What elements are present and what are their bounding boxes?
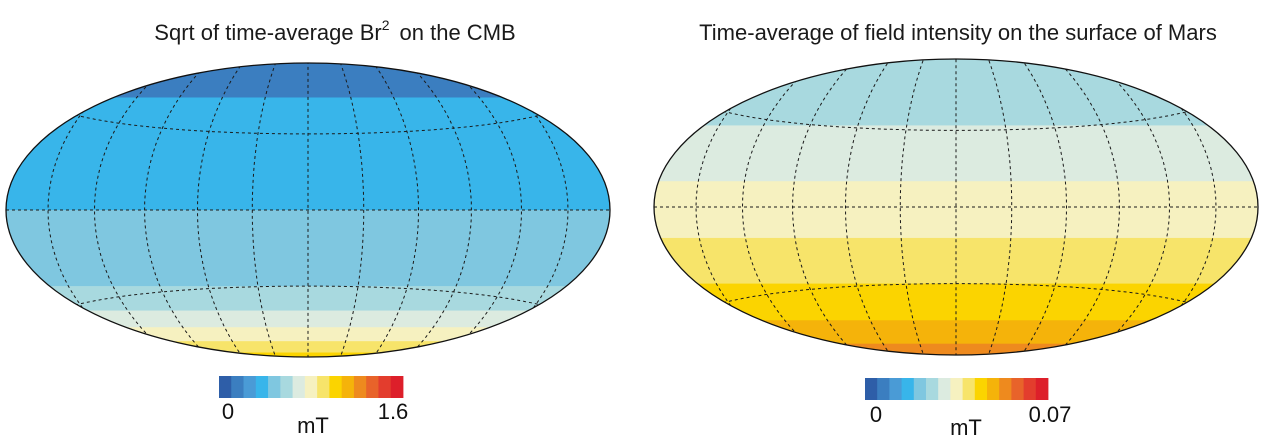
colorbar-swatch-7 <box>304 376 318 398</box>
colorbar-swatch-8 <box>317 376 330 398</box>
meridian-line <box>307 63 365 357</box>
left-map-panel: Sqrt of time-average Br2 on the CMB 0 1.6… <box>4 17 612 438</box>
colorbar-swatch-12 <box>1011 378 1024 400</box>
right-colorbar-unit: mT <box>950 415 982 440</box>
right-map-graticule <box>654 59 1258 355</box>
colorbar-swatch-5 <box>280 376 293 398</box>
meridian-line <box>955 59 1120 355</box>
left-map-title: Sqrt of time-average Br2 on the CMB <box>154 17 515 45</box>
meridian-line <box>955 59 1068 355</box>
meridian-line <box>307 63 420 357</box>
meridian-line <box>307 63 472 357</box>
colorbar-swatch-9 <box>974 378 988 400</box>
right-map-outline <box>653 58 1259 356</box>
colorbar-swatch-1 <box>877 378 890 400</box>
colorbar-swatch-11 <box>999 378 1012 400</box>
colorbar-swatch-7 <box>950 378 963 400</box>
colorbar-swatch-8 <box>962 378 976 400</box>
colorbar-swatch-0 <box>219 376 232 398</box>
left-colorbar-max-label: 1.6 <box>378 399 409 424</box>
colorbar-swatch-10 <box>341 376 355 398</box>
meridian-line <box>792 59 957 355</box>
left-map-outline <box>5 62 611 358</box>
colorbar-swatch-10 <box>987 378 1000 400</box>
colorbar-swatch-2 <box>889 378 902 400</box>
meridian-line <box>144 63 309 357</box>
right-map-title: Time-average of field intensity on the s… <box>699 20 1217 45</box>
left-colorbar-unit: mT <box>297 413 329 438</box>
colorbar-swatch-6 <box>292 376 306 398</box>
colorbar-swatch-0 <box>865 378 878 400</box>
right-map-panel: Time-average of field intensity on the s… <box>652 20 1260 440</box>
right-colorbar-max-label: 0.07 <box>1029 402 1072 427</box>
latitude-band-8 <box>6 352 610 357</box>
right-colorbar <box>865 378 1049 400</box>
colorbar-swatch-4 <box>913 378 927 400</box>
colorbar-swatch-5 <box>926 378 939 400</box>
colorbar-swatch-3 <box>255 376 269 398</box>
colorbar-swatch-13 <box>378 376 392 398</box>
latitude-band-7 <box>6 341 610 354</box>
left-map-graticule <box>6 63 610 357</box>
meridian-line <box>196 63 309 357</box>
colorbar-swatch-9 <box>329 376 343 398</box>
latitude-band-7 <box>654 343 1258 355</box>
meridian-line <box>844 59 957 355</box>
latitude-band-9 <box>4 364 612 375</box>
latitude-band-2 <box>654 125 1258 182</box>
right-colorbar-min-label: 0 <box>870 402 882 427</box>
colorbar-swatch-6 <box>938 378 951 400</box>
meridian-line <box>251 63 309 357</box>
colorbar-swatch-14 <box>390 376 404 398</box>
latitude-band-8 <box>652 362 1260 378</box>
colorbar-swatch-13 <box>1023 378 1037 400</box>
colorbar-swatch-2 <box>243 376 257 398</box>
colorbar-swatch-12 <box>366 376 379 398</box>
colorbar-swatch-4 <box>268 376 281 398</box>
left-colorbar-min-label: 0 <box>222 399 234 424</box>
parallel-line <box>46 285 570 315</box>
colorbar-swatch-14 <box>1035 378 1049 400</box>
colorbar-swatch-1 <box>231 376 244 398</box>
left-colorbar <box>219 376 404 398</box>
colorbar-swatch-3 <box>901 378 915 400</box>
colorbar-swatch-11 <box>353 376 367 398</box>
